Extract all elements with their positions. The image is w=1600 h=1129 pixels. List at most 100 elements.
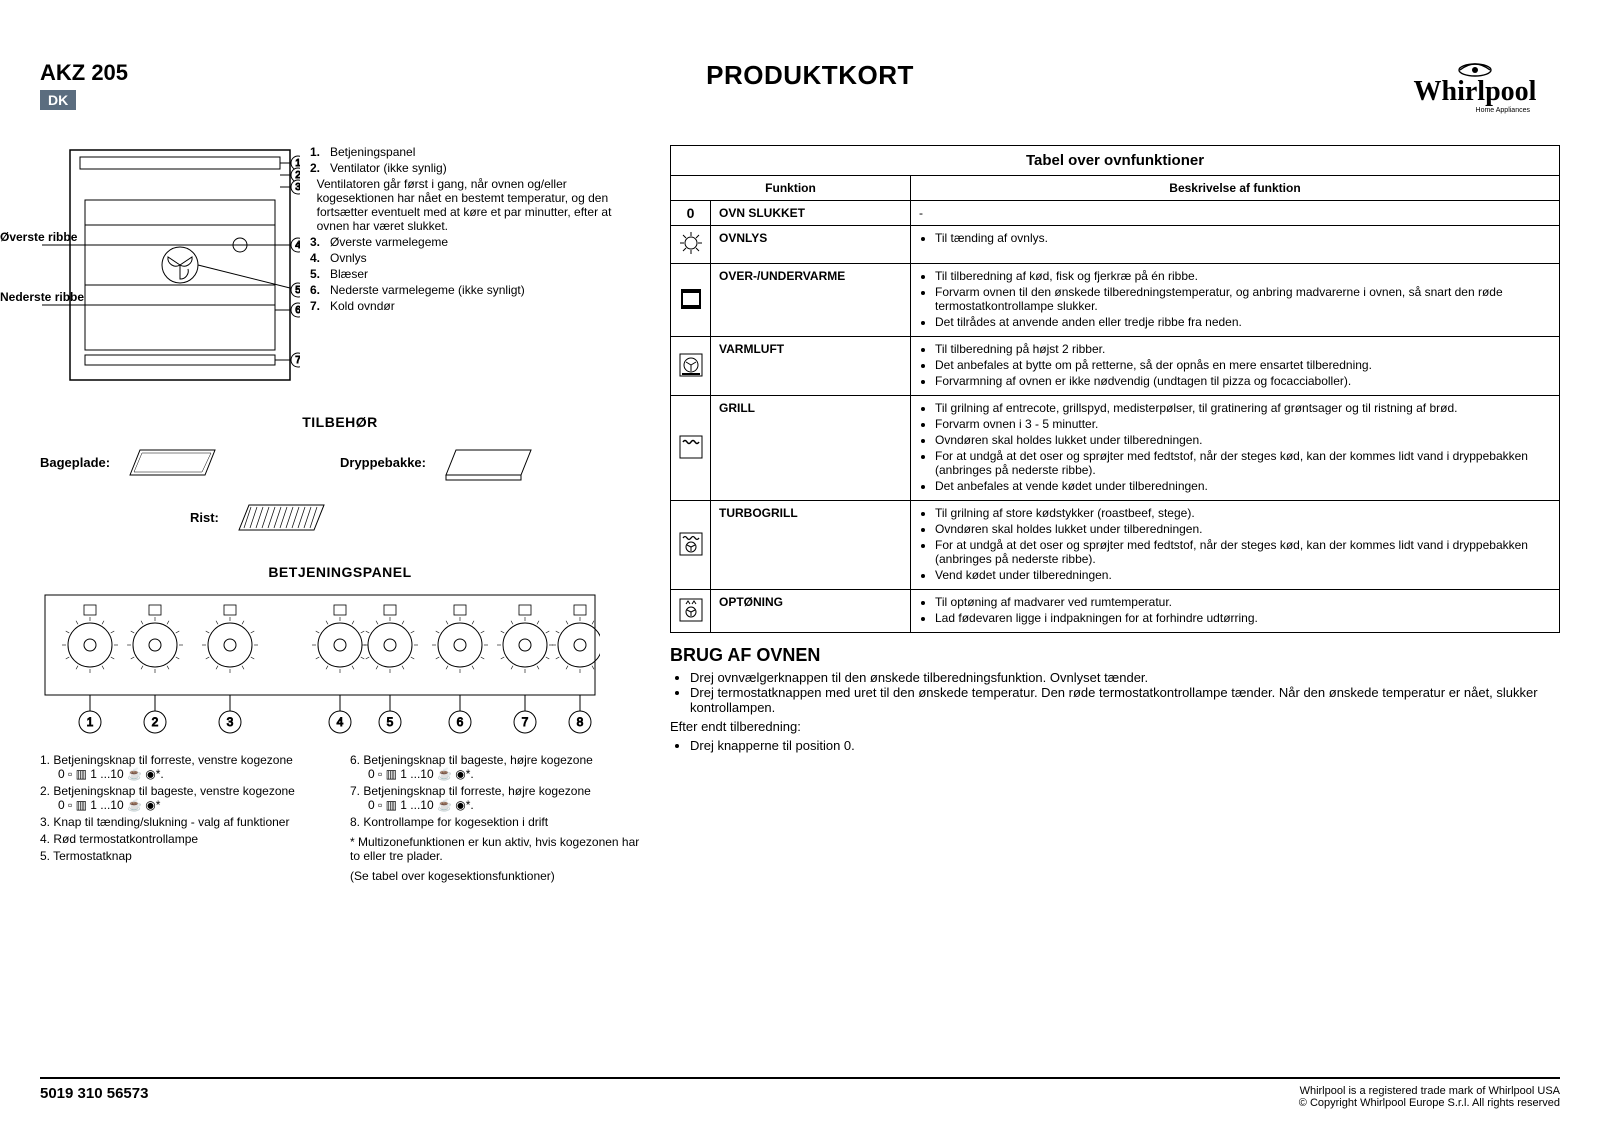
panel-note-1: * Multizonefunktionen er kun aktiv, hvis… <box>350 835 640 863</box>
wire-rack-icon <box>229 495 329 540</box>
svg-text:6: 6 <box>295 305 300 316</box>
svg-text:8: 8 <box>577 715 584 729</box>
diagram-legend-item: 6.Nederste varmelegeme (ikke synligt) <box>310 283 640 297</box>
function-description: Til grilning af store kødstykker (roastb… <box>911 501 1560 590</box>
panel-note-2: (Se tabel over kogesektionsfunktioner) <box>350 869 640 883</box>
table-desc-item: Til tænding af ovnlys. <box>935 231 1551 245</box>
svg-text:7: 7 <box>295 355 300 366</box>
part-number: 5019 310 56573 <box>40 1085 148 1109</box>
function-name: VARMLUFT <box>711 337 911 396</box>
panel-legend-item: 4. Rød termostatkontrollampe <box>40 832 330 846</box>
diagram-legend-item: 4.Ovnlys <box>310 251 640 265</box>
function-icon <box>671 264 711 337</box>
table-row: TURBOGRILL Til grilning af store kødstyk… <box>671 501 1560 590</box>
accessory-dryppebakke: Dryppebakke: <box>340 440 640 485</box>
table-row: OPTØNING Til optøning af madvarer ved ru… <box>671 590 1560 633</box>
lower-shelf-label: Nederste ribbe <box>0 290 84 304</box>
panel-legend-item: 6. Betjeningsknap til bageste, højre kog… <box>350 753 640 781</box>
usage-after: Efter endt tilberedning: <box>670 719 1560 734</box>
accessory-label: Bageplade: <box>40 455 110 470</box>
table-row: 0 OVN SLUKKET - <box>671 201 1560 226</box>
table-desc-item: Det anbefales at vende kødet under tilbe… <box>935 479 1551 493</box>
diagram-legend: 1.Betjeningspanel 2.Ventilator (ikke synl… <box>310 145 640 315</box>
function-icon <box>671 501 711 590</box>
diagram-legend-item: 5.Blæser <box>310 267 640 281</box>
usage-after-bullets: Drej knapperne til position 0. <box>670 738 1560 753</box>
function-description: - <box>911 201 1560 226</box>
table-desc-item: Til grilning af entrecote, grillspyd, me… <box>935 401 1551 415</box>
table-desc-item: Forvarmning af ovnen er ikke nødvendig (… <box>935 374 1551 388</box>
usage-after-bullet: Drej knapperne til position 0. <box>690 738 1560 753</box>
diagram-legend-item: 1.Betjeningspanel <box>310 145 640 159</box>
table-desc-item: For at undgå at det oser og sprøjter med… <box>935 449 1551 477</box>
control-panel-diagram: 1 2 3 4 5 6 7 8 <box>40 590 600 740</box>
oven-diagram: 1 2 3 4 5 6 7 <box>40 145 300 400</box>
header-center: PRODUKTKORT <box>240 60 1380 91</box>
function-name: TURBOGRILL <box>711 501 911 590</box>
accessory-rist: Rist: <box>190 495 490 540</box>
accessories-title: TILBEHØR <box>40 414 640 430</box>
function-description: Til optøning af madvarer ved rumtemperat… <box>911 590 1560 633</box>
panel-legend-item: 1. Betjeningsknap til forreste, venstre … <box>40 753 330 781</box>
table-caption: Tabel over ovnfunktioner <box>670 145 1560 175</box>
table-header-description: Beskrivelse af funktion <box>911 176 1560 201</box>
table-desc-item: Forvarm ovnen i 3 - 5 minutter. <box>935 417 1551 431</box>
function-icon <box>671 396 711 501</box>
diagram-legend-item: 3.Øverste varmelegeme <box>310 235 640 249</box>
function-name: OVER-/UNDERVARME <box>711 264 911 337</box>
usage-bullets: Drej ovnvælgerknappen til den ønskede ti… <box>670 670 1560 715</box>
table-desc-item: Ovndøren skal holdes lukket under tilber… <box>935 522 1551 536</box>
header-left: AKZ 205 DK <box>40 60 240 110</box>
svg-text:5: 5 <box>387 715 394 729</box>
panel-legend-item: 2. Betjeningsknap til bageste, venstre k… <box>40 784 330 812</box>
function-description: Til grilning af entrecote, grillspyd, me… <box>911 396 1560 501</box>
right-column: Tabel over ovnfunktioner Funktion Beskri… <box>670 145 1560 883</box>
footer: 5019 310 56573 Whirlpool is a registered… <box>40 1077 1560 1109</box>
function-description: Til tilberedning af kød, fisk og fjerkræ… <box>911 264 1560 337</box>
svg-text:4: 4 <box>337 715 344 729</box>
oven-diagram-row: 1 2 3 4 5 6 7 Øverste ribbe Nederste rib… <box>40 145 640 400</box>
function-description: Til tænding af ovnlys. <box>911 226 1560 264</box>
legal-line-1: Whirlpool is a registered trade mark of … <box>1299 1085 1560 1097</box>
drip-tray-icon <box>436 440 536 485</box>
diagram-legend-item: 7.Kold ovndør <box>310 299 640 313</box>
svg-text:1: 1 <box>295 158 300 169</box>
control-panel-area: 1 2 3 4 5 6 7 8 <box>40 590 640 883</box>
function-icon <box>671 590 711 633</box>
function-name: OVN SLUKKET <box>711 201 911 226</box>
table-desc-item: Forvarm ovnen til den ønskede tilberedni… <box>935 285 1551 313</box>
brand-logo: Whirlpool Home Appliances <box>1380 60 1560 125</box>
table-desc-item: Til tilberedning på højst 2 ribber. <box>935 342 1551 356</box>
function-name: OPTØNING <box>711 590 911 633</box>
header: AKZ 205 DK PRODUKTKORT Whirlpool Home Ap… <box>40 60 1560 125</box>
upper-shelf-label: Øverste ribbe <box>0 230 77 244</box>
svg-text:6: 6 <box>457 715 464 729</box>
functions-table: Tabel over ovnfunktioner Funktion Beskri… <box>670 145 1560 633</box>
left-column: 1 2 3 4 5 6 7 Øverste ribbe Nederste rib… <box>40 145 640 883</box>
svg-text:2: 2 <box>295 170 300 181</box>
table-desc-item: Til tilberedning af kød, fisk og fjerkræ… <box>935 269 1551 283</box>
panel-legend-item: 7. Betjeningsknap til forreste, højre ko… <box>350 784 640 812</box>
function-name: OVNLYS <box>711 226 911 264</box>
baking-tray-icon <box>120 440 220 485</box>
panel-title: BETJENINGSPANEL <box>40 564 640 580</box>
accessories-row: Bageplade: Dryppebakke: Rist: <box>40 440 640 550</box>
svg-text:4: 4 <box>295 240 300 251</box>
panel-legend-item: 8. Kontrollampe for kogesektion i drift <box>350 815 640 829</box>
table-desc-item: Til optøning af madvarer ved rumtemperat… <box>935 595 1551 609</box>
diagram-legend-item: 2.Ventilator (ikke synlig) <box>310 161 640 175</box>
accessory-label: Rist: <box>190 510 219 525</box>
table-desc-item: Det anbefales at bytte om på retterne, s… <box>935 358 1551 372</box>
language-badge: DK <box>40 90 76 110</box>
table-desc-item: Vend kødet under tilberedningen. <box>935 568 1551 582</box>
svg-text:1: 1 <box>87 715 94 729</box>
table-desc-item: Til grilning af store kødstykker (roastb… <box>935 506 1551 520</box>
svg-text:5: 5 <box>295 285 300 296</box>
table-header-function: Funktion <box>671 176 911 201</box>
panel-legend-item: 5. Termostatknap <box>40 849 330 863</box>
table-desc-item: For at undgå at det oser og sprøjter med… <box>935 538 1551 566</box>
model-number: AKZ 205 <box>40 60 240 86</box>
legal-text: Whirlpool is a registered trade mark of … <box>1299 1085 1560 1109</box>
accessory-bageplade: Bageplade: <box>40 440 340 485</box>
usage-bullet: Drej ovnvælgerknappen til den ønskede ti… <box>690 670 1560 685</box>
